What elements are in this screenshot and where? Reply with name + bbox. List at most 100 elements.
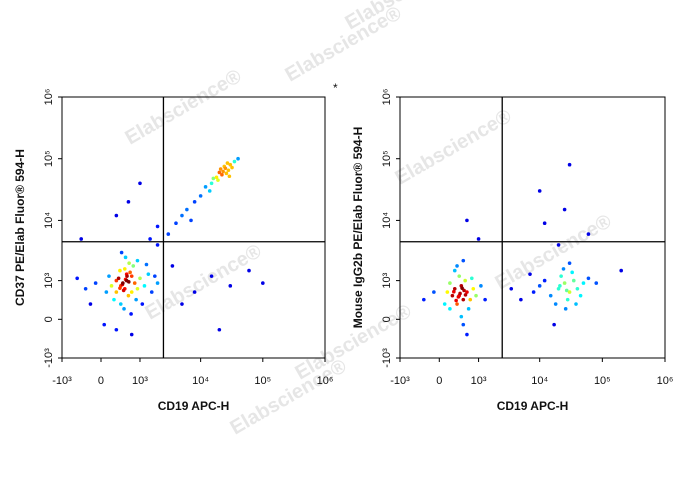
- watermark: Elabscience®: [142, 240, 266, 324]
- watermark: Elabscience®: [122, 65, 246, 149]
- event-dot: [142, 284, 147, 288]
- event-dot: [232, 159, 237, 164]
- event-dot: [448, 307, 452, 311]
- plot-frame: [399, 96, 666, 359]
- event-dot: [125, 274, 129, 278]
- event-dot: [223, 166, 228, 171]
- event-dot: [221, 169, 225, 174]
- event-dot: [126, 200, 131, 204]
- event-dot: [531, 290, 536, 294]
- event-dot: [460, 286, 464, 290]
- event-dot: [594, 281, 599, 285]
- event-dot: [226, 168, 231, 173]
- x-tick-label: 10⁶: [657, 375, 674, 387]
- x-tick-label: 10⁴: [192, 375, 209, 387]
- y-tick-label: 0: [43, 316, 55, 322]
- event-dot: [207, 189, 212, 193]
- plot: -10³ 0 10³ 10⁴ 10⁵ 10⁶ -10³ 0 10³ 10⁴ 10⁵ 10⁶ CD19 A…: [13, 89, 333, 413]
- event-dot: [459, 314, 464, 319]
- event-dot: [218, 167, 223, 171]
- event-dot: [559, 274, 563, 278]
- event-dot: [450, 293, 455, 298]
- event-dot: [228, 284, 233, 288]
- event-dot: [102, 322, 107, 327]
- event-dot: [236, 156, 240, 161]
- event-dot: [578, 293, 583, 298]
- y-tick-label: -10³: [381, 348, 393, 368]
- event-dot: [211, 176, 216, 181]
- event-dot: [247, 268, 251, 273]
- event-dot: [180, 302, 184, 306]
- x-axis-title: CD19 APC-H: [497, 399, 569, 413]
- event-dot: [567, 261, 572, 265]
- event-dot: [116, 276, 121, 281]
- event-dot: [114, 278, 119, 283]
- event-dot: [558, 284, 562, 288]
- event-dot: [93, 281, 98, 285]
- event-dot: [155, 243, 160, 247]
- event-dot: [88, 302, 93, 306]
- x-tick-label: 10⁵: [594, 375, 611, 387]
- event-dot: [542, 278, 547, 283]
- event-dot: [149, 290, 154, 294]
- x-tick-label: 10³: [471, 375, 487, 387]
- event-dot: [452, 289, 456, 294]
- event-dot: [452, 287, 457, 291]
- y-tick-label: 0: [381, 316, 393, 322]
- event-dot: [203, 185, 208, 189]
- event-dot: [548, 293, 553, 298]
- event-dot: [452, 268, 457, 273]
- event-dot: [552, 322, 556, 327]
- event-dot: [465, 332, 469, 337]
- event-dot: [542, 221, 547, 226]
- event-dot: [442, 302, 447, 306]
- event-dot: [220, 172, 224, 177]
- event-dot: [131, 264, 136, 268]
- event-dot: [519, 297, 523, 302]
- event-dot: [122, 267, 127, 271]
- x-tick-label: 10³: [132, 375, 148, 387]
- event-dot: [126, 293, 131, 298]
- event-dot: [129, 274, 134, 278]
- event-dot: [432, 290, 436, 294]
- event-dot: [129, 290, 134, 294]
- event-dot: [214, 175, 219, 180]
- event-dot: [118, 268, 122, 273]
- event-dot: [140, 302, 145, 306]
- event-dot: [185, 207, 189, 212]
- event-dot: [471, 287, 476, 291]
- event-dot: [466, 307, 471, 311]
- event-dot: [574, 302, 578, 306]
- event-dot: [114, 327, 119, 332]
- y-tick-label: 10³: [43, 272, 55, 288]
- x-tick-label: -10³: [390, 375, 410, 387]
- event-dot: [114, 213, 119, 218]
- event-dot: [619, 268, 624, 273]
- x-tick-label: 10⁶: [317, 375, 334, 387]
- event-dot: [225, 161, 230, 165]
- plot: -10³ 0 10³ 10⁴ 10⁵ 10⁶ -10³ 0 10³ 10⁴ 10⁵ 10⁶ CD19 A…: [351, 89, 673, 413]
- event-dot: [112, 297, 116, 302]
- event-dot: [127, 261, 131, 265]
- event-dot: [537, 189, 542, 193]
- event-dot: [561, 267, 566, 271]
- event-dot: [567, 162, 572, 167]
- event-dot: [170, 264, 175, 268]
- event-dot: [135, 258, 140, 263]
- event-dot: [135, 287, 140, 291]
- event-dot: [126, 280, 131, 284]
- event-dot: [192, 290, 197, 294]
- event-dot: [230, 165, 234, 170]
- event-dot: [148, 237, 152, 241]
- event-dot: [118, 302, 123, 306]
- event-dot: [474, 293, 478, 298]
- event-dot: [537, 284, 542, 288]
- event-dot: [192, 200, 197, 204]
- event-dot: [461, 297, 466, 302]
- event-dot: [228, 162, 233, 167]
- event-dot: [454, 298, 458, 303]
- event-dot: [144, 262, 149, 267]
- event-dot: [563, 307, 568, 311]
- event-dot: [571, 278, 576, 283]
